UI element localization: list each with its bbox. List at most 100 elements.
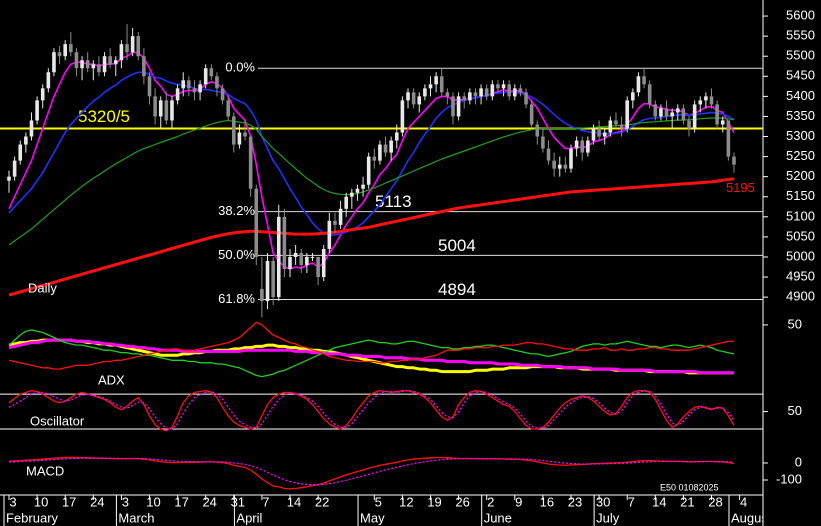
candle-body — [473, 92, 478, 97]
y-tick-label: 5450 — [786, 68, 815, 83]
x-tick-label: 2 — [487, 494, 494, 509]
candle-body — [338, 208, 343, 225]
candle-body — [316, 256, 320, 278]
candle-body — [484, 88, 489, 97]
candle-body — [535, 124, 540, 137]
candle-body — [237, 132, 242, 145]
candle-body — [732, 156, 736, 165]
candle-body — [681, 108, 686, 121]
x-tick-label: 9 — [515, 494, 522, 509]
panel-label: Oscillator — [30, 413, 85, 428]
y-tick-label: 5000 — [786, 248, 815, 263]
candle-body — [29, 120, 34, 137]
candle-body — [524, 92, 528, 105]
candle-body — [608, 120, 613, 133]
candle-body — [513, 88, 517, 97]
y-tick-label: -100 — [776, 471, 802, 486]
candle-body — [647, 84, 652, 105]
candle-body — [698, 100, 703, 105]
panel-label: ADX — [98, 372, 125, 387]
candle-body — [468, 92, 472, 101]
candle-body — [507, 84, 511, 97]
candle-body — [664, 108, 669, 117]
candle-body — [288, 256, 292, 270]
y-tick-label: 4950 — [786, 268, 815, 283]
month-label: March — [118, 510, 154, 525]
candle-body — [333, 220, 337, 225]
month-label: April — [236, 510, 262, 525]
candle-body — [226, 100, 230, 117]
candle-body — [439, 76, 444, 93]
candle-body — [305, 256, 309, 265]
candle-body — [276, 216, 281, 298]
candle-body — [57, 52, 62, 57]
candle-body — [552, 160, 556, 169]
y-tick-label: 5200 — [786, 168, 815, 183]
candle-body — [187, 80, 191, 89]
candle-body — [12, 160, 17, 177]
y-tick-label: 5150 — [786, 188, 815, 203]
month-label: February — [6, 510, 59, 525]
candle-body — [260, 289, 264, 302]
x-tick-label: 7 — [628, 494, 635, 509]
candle-body — [434, 76, 438, 85]
candle-body — [636, 76, 641, 93]
candle-body — [130, 36, 135, 53]
candle-body — [355, 188, 360, 193]
y-tick-label: 4900 — [786, 289, 815, 304]
y-tick-label: 0 — [795, 454, 802, 469]
candle-body — [423, 88, 427, 97]
candle-body — [52, 52, 56, 73]
y-tick-label: 5250 — [786, 148, 815, 163]
candle-body — [625, 100, 629, 129]
y-tick-label: 5350 — [786, 108, 815, 123]
x-tick-label: 24 — [90, 494, 104, 509]
x-tick-label: 10 — [146, 494, 160, 509]
candle-body — [428, 84, 433, 89]
candle-body — [642, 76, 646, 85]
candle-body — [209, 68, 214, 77]
indicator-line — [8, 338, 734, 375]
candle-body — [265, 260, 270, 302]
candle-body — [574, 140, 579, 149]
candle-body — [91, 64, 96, 69]
candle-body — [18, 144, 23, 161]
x-tick-label: 31 — [231, 494, 245, 509]
candle-body — [24, 136, 28, 145]
candle-body — [215, 76, 219, 89]
month-label: June — [484, 510, 512, 525]
y-tick-label: 5400 — [786, 88, 815, 103]
candle-body — [490, 84, 495, 97]
x-tick-label: 5 — [375, 494, 382, 509]
y-tick-label: 5600 — [786, 7, 815, 22]
candle-body — [321, 248, 326, 278]
candle-body — [400, 100, 405, 133]
moving-average — [8, 117, 735, 246]
candle-body — [327, 220, 332, 249]
candle-body — [164, 100, 169, 121]
candle-body — [153, 96, 157, 117]
candle-body — [366, 156, 371, 185]
candle-body — [383, 144, 388, 153]
candle-body — [299, 252, 304, 265]
candle-body — [220, 88, 225, 101]
candle-body — [518, 88, 523, 93]
candle-body — [85, 60, 90, 69]
y-tick-label: 5500 — [786, 48, 815, 63]
candle-body — [591, 128, 596, 141]
x-tick-label: 7 — [262, 494, 269, 509]
candle-body — [389, 140, 393, 153]
candle-body — [456, 96, 461, 117]
candle-body — [569, 148, 573, 169]
candle-body — [7, 176, 11, 181]
candle-body — [181, 80, 186, 89]
candle-body — [411, 92, 416, 105]
candle-body — [350, 192, 354, 197]
x-tick-label: 16 — [540, 494, 554, 509]
candle-body — [394, 132, 399, 141]
x-tick-label: 26 — [455, 494, 469, 509]
candle-body — [704, 96, 708, 101]
candle-body — [198, 84, 202, 93]
y-tick-label: 5100 — [786, 208, 815, 223]
